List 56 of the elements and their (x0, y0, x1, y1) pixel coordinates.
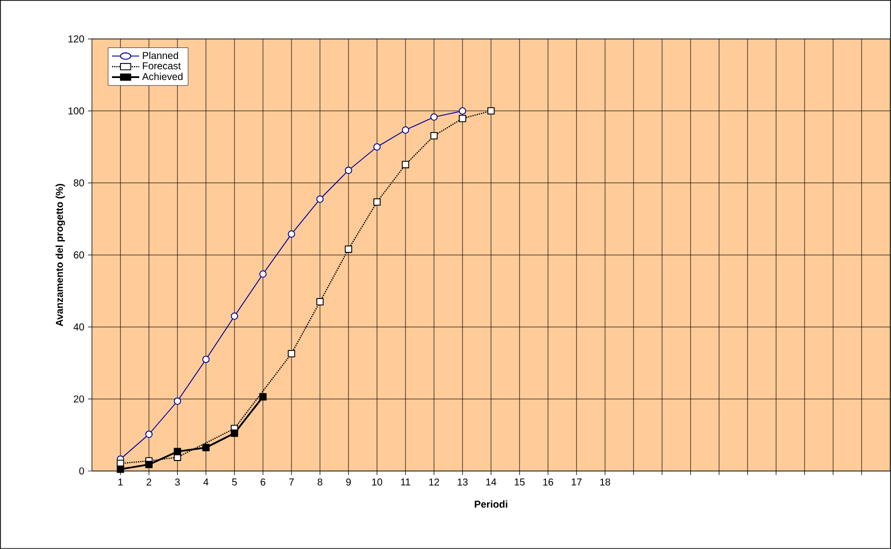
point (487, 107, 495, 115)
point (145, 460, 153, 468)
point (402, 160, 410, 168)
point (174, 448, 182, 456)
x-tick-label: 17 (572, 478, 582, 486)
x-tick-label: 10 (372, 478, 382, 486)
y-tick-label: 60 (74, 251, 84, 259)
legend-label: Planned (142, 52, 178, 60)
x-tick-label: 13 (458, 478, 468, 486)
point (259, 270, 267, 278)
point (373, 198, 381, 206)
point (430, 113, 438, 121)
point (202, 444, 210, 452)
x-tick-label: 7 (289, 478, 294, 486)
x-tick-label: 4 (203, 478, 208, 486)
y-axis-title: Avanzamento del progetto (%) (56, 184, 65, 326)
point (288, 230, 296, 238)
point (230, 430, 238, 437)
x-tick-label: 5 (232, 478, 237, 486)
y-tick-label: 20 (74, 395, 84, 403)
y-tick-label: 80 (74, 179, 84, 186)
x-tick-label: 11 (401, 478, 410, 486)
x-tick-label: 8 (318, 478, 322, 486)
x-tick-label: 9 (346, 478, 351, 486)
x-tick-label: 2 (146, 478, 152, 486)
point (402, 126, 410, 134)
point (316, 298, 324, 306)
point (430, 132, 438, 140)
x-tick-label: 16 (543, 478, 554, 486)
x-tick-label: 14 (486, 478, 496, 486)
x-tick-label: 1 (118, 478, 123, 486)
point (259, 393, 267, 401)
point (116, 466, 124, 473)
y-tick-label: 120 (68, 35, 84, 42)
y-tick-label: 40 (74, 323, 84, 331)
point (344, 166, 352, 174)
y-tick-label: 100 (68, 107, 84, 114)
legend-label: Forecast (142, 62, 181, 70)
legend-label: Achieved (142, 72, 182, 80)
point (458, 107, 466, 115)
point (344, 246, 352, 253)
point (373, 143, 381, 151)
y-tick-label: 0 (79, 468, 84, 475)
x-tick-label: 12 (429, 478, 440, 486)
x-tick-label: 6 (260, 478, 266, 486)
point (288, 350, 296, 358)
point (230, 312, 238, 320)
point (174, 398, 182, 405)
point (202, 356, 210, 364)
x-tick-label: 3 (175, 478, 180, 486)
point (316, 196, 324, 203)
point (458, 114, 466, 122)
x-tick-label: 15 (514, 478, 525, 486)
point (145, 430, 153, 438)
x-axis-title: Periodi (474, 500, 508, 508)
x-tick-label: 18 (600, 478, 610, 486)
